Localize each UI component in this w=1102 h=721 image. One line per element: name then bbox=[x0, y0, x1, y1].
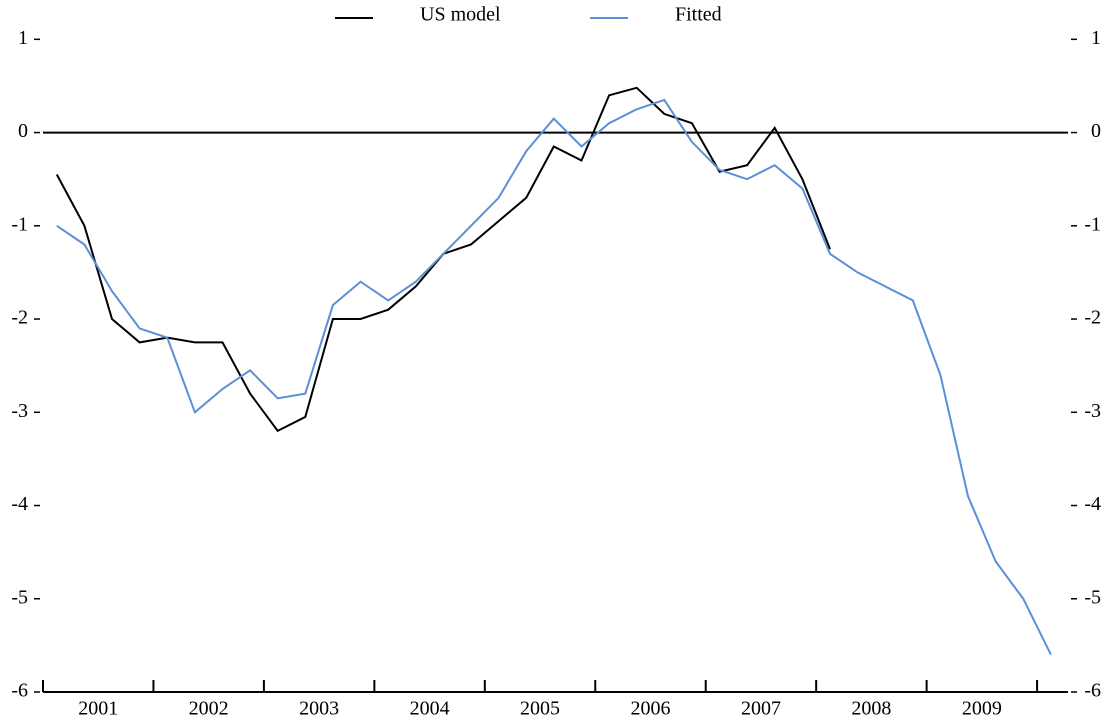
y-tick-label: -5 bbox=[11, 586, 28, 608]
series-line bbox=[55, 86, 831, 433]
y-tick-label: -3 bbox=[11, 400, 28, 422]
y-tick-label: -6 bbox=[11, 680, 28, 702]
y-tick-label: -2 bbox=[11, 307, 28, 329]
y-tick-label: 0 bbox=[18, 120, 28, 142]
series-line bbox=[56, 98, 1052, 656]
y2-tick-label: -5 bbox=[1084, 586, 1101, 608]
x-tick-label: 2007 bbox=[741, 698, 781, 720]
x-tick-label: 2004 bbox=[410, 698, 450, 720]
x-tick-label: 2008 bbox=[851, 698, 891, 720]
y-tick-label: 1 bbox=[18, 27, 28, 49]
legend-label: Fitted bbox=[675, 4, 722, 26]
x-tick-label: 2006 bbox=[630, 698, 670, 720]
y2-tick-label: -2 bbox=[1084, 307, 1101, 329]
legend-label: US model bbox=[420, 4, 501, 26]
y2-tick-label: -1 bbox=[1084, 213, 1101, 235]
x-tick-label: 2001 bbox=[78, 698, 118, 720]
y2-tick-label: -6 bbox=[1084, 680, 1101, 702]
x-tick-label: 2002 bbox=[189, 698, 229, 720]
y2-tick-label: -4 bbox=[1084, 493, 1101, 515]
y-tick-label: -1 bbox=[11, 213, 28, 235]
y2-tick-label: 1 bbox=[1091, 27, 1101, 49]
y2-tick-label: -3 bbox=[1084, 400, 1101, 422]
y-tick-label: -4 bbox=[11, 493, 28, 515]
y2-tick-label: 0 bbox=[1091, 120, 1101, 142]
x-tick-label: 2009 bbox=[962, 698, 1002, 720]
x-tick-label: 2005 bbox=[520, 698, 560, 720]
x-tick-label: 2003 bbox=[299, 698, 339, 720]
